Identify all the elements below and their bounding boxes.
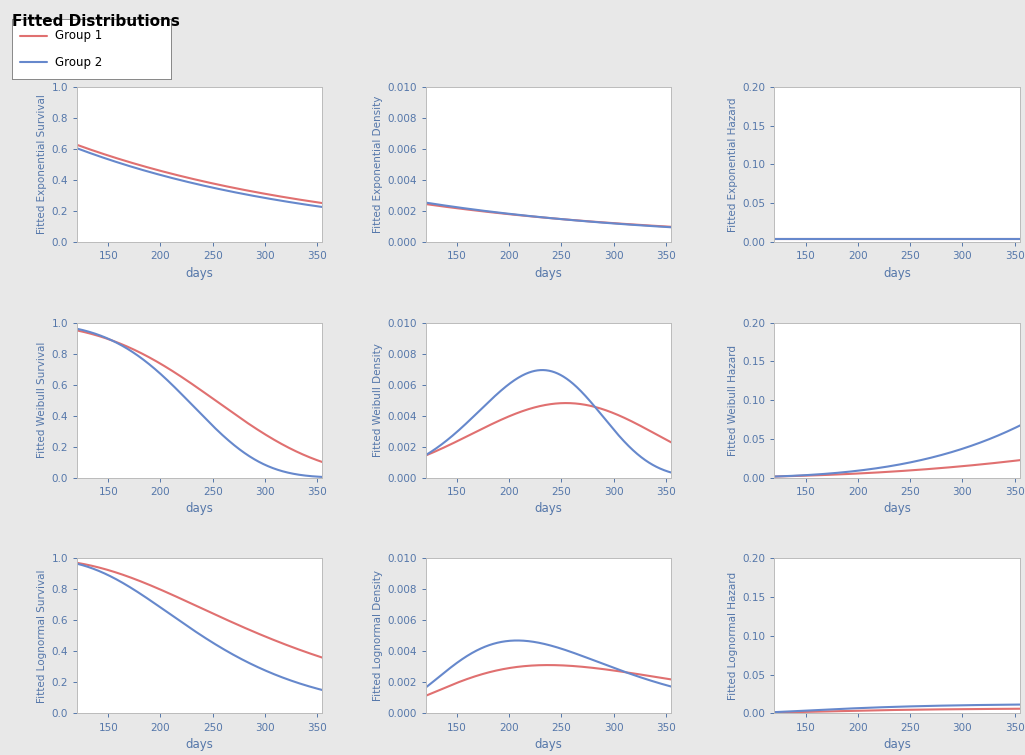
X-axis label: days: days (884, 267, 911, 279)
Text: Group 1: Group 1 (55, 29, 102, 42)
Y-axis label: Fitted Exponential Density: Fitted Exponential Density (373, 96, 383, 233)
Y-axis label: Fitted Lognormal Density: Fitted Lognormal Density (373, 571, 383, 701)
Text: Fitted Distributions: Fitted Distributions (12, 14, 180, 29)
Text: Group 2: Group 2 (55, 56, 102, 69)
Y-axis label: Fitted Weibull Density: Fitted Weibull Density (373, 344, 383, 457)
X-axis label: days: days (534, 738, 563, 751)
Y-axis label: Fitted Lognormal Survival: Fitted Lognormal Survival (37, 569, 47, 703)
Y-axis label: Fitted Weibull Hazard: Fitted Weibull Hazard (728, 344, 738, 456)
X-axis label: days: days (534, 502, 563, 516)
Y-axis label: Fitted Exponential Survival: Fitted Exponential Survival (37, 94, 47, 234)
X-axis label: days: days (884, 738, 911, 751)
X-axis label: days: days (534, 267, 563, 279)
Y-axis label: Fitted Weibull Survival: Fitted Weibull Survival (37, 342, 47, 458)
X-axis label: days: days (186, 502, 213, 516)
X-axis label: days: days (884, 502, 911, 516)
Y-axis label: Fitted Exponential Hazard: Fitted Exponential Hazard (728, 97, 738, 232)
Y-axis label: Fitted Lognormal Hazard: Fitted Lognormal Hazard (728, 572, 738, 700)
X-axis label: days: days (186, 738, 213, 751)
X-axis label: days: days (186, 267, 213, 279)
